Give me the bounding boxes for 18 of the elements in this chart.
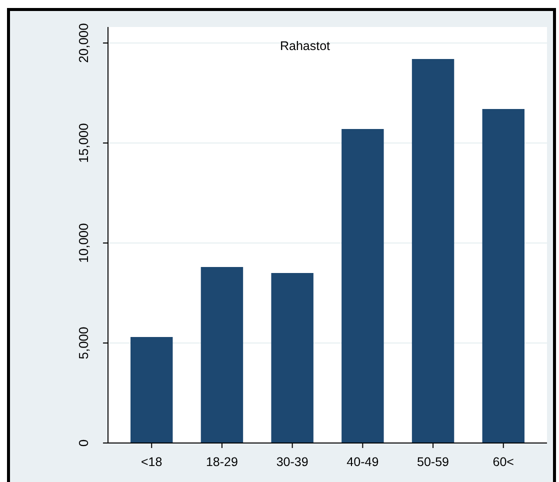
x-tick-label: 30-39 xyxy=(276,455,308,469)
y-tick-label: 0 xyxy=(76,439,91,447)
x-tick-label: 50-59 xyxy=(417,455,450,469)
y-tick-label: 20,000 xyxy=(76,23,91,63)
bar xyxy=(200,267,244,443)
y-tick-label: 5,000 xyxy=(76,326,91,360)
x-tick-label: <18 xyxy=(141,455,162,469)
bar xyxy=(482,109,524,443)
x-tick-label: 40-49 xyxy=(346,455,379,469)
text: Rahastot xyxy=(280,39,331,53)
bar xyxy=(342,129,384,443)
x-tick-label: 18-29 xyxy=(206,455,238,469)
y-tick-label: 15,000 xyxy=(76,123,91,163)
bar xyxy=(412,59,454,443)
x-tick-label: 60< xyxy=(492,455,514,469)
bar xyxy=(130,337,173,443)
y-tick-label: 10,000 xyxy=(76,223,91,263)
bar xyxy=(271,273,314,443)
